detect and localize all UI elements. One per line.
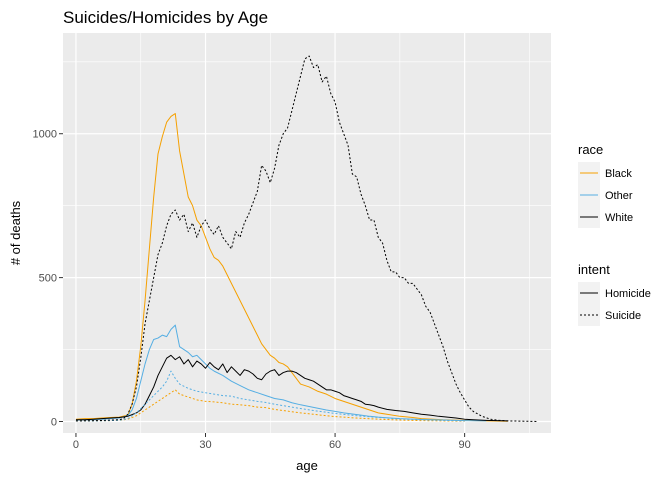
series-line-white-suicide bbox=[75, 55, 539, 422]
y-axis-title: # of deaths bbox=[8, 200, 23, 265]
y-tick-label: 500 bbox=[39, 273, 57, 285]
series-line-black-suicide bbox=[75, 389, 465, 422]
legend-label-other: Other bbox=[605, 190, 633, 202]
y-tick-label: 0 bbox=[51, 416, 57, 428]
chart-title: Suicides/Homicides by Age bbox=[63, 8, 268, 27]
legend-title-race: race bbox=[578, 142, 603, 157]
series-line-black-homicide bbox=[75, 113, 508, 422]
legend-label-homicide: Homicide bbox=[605, 288, 651, 300]
legend-title-intent: intent bbox=[578, 262, 610, 277]
legend-label-white: White bbox=[605, 212, 633, 224]
x-axis-title: age bbox=[296, 458, 318, 473]
legend-label-black: Black bbox=[605, 168, 632, 180]
grid bbox=[63, 33, 551, 433]
plot-panel bbox=[63, 33, 551, 433]
x-tick-label: 60 bbox=[329, 439, 341, 451]
series-lines bbox=[75, 55, 539, 422]
x-axis-ticks: 0 30 60 90 bbox=[73, 433, 471, 451]
x-tick-label: 90 bbox=[459, 439, 471, 451]
series-line-white-homicide bbox=[75, 354, 508, 422]
y-axis-ticks: 0 500 1000 bbox=[33, 129, 63, 428]
legend-label-suicide: Suicide bbox=[605, 310, 641, 322]
x-tick-label: 30 bbox=[199, 439, 211, 451]
series-line-other-homicide bbox=[75, 324, 487, 422]
x-tick-label: 0 bbox=[73, 439, 79, 451]
y-tick-label: 1000 bbox=[33, 129, 57, 141]
